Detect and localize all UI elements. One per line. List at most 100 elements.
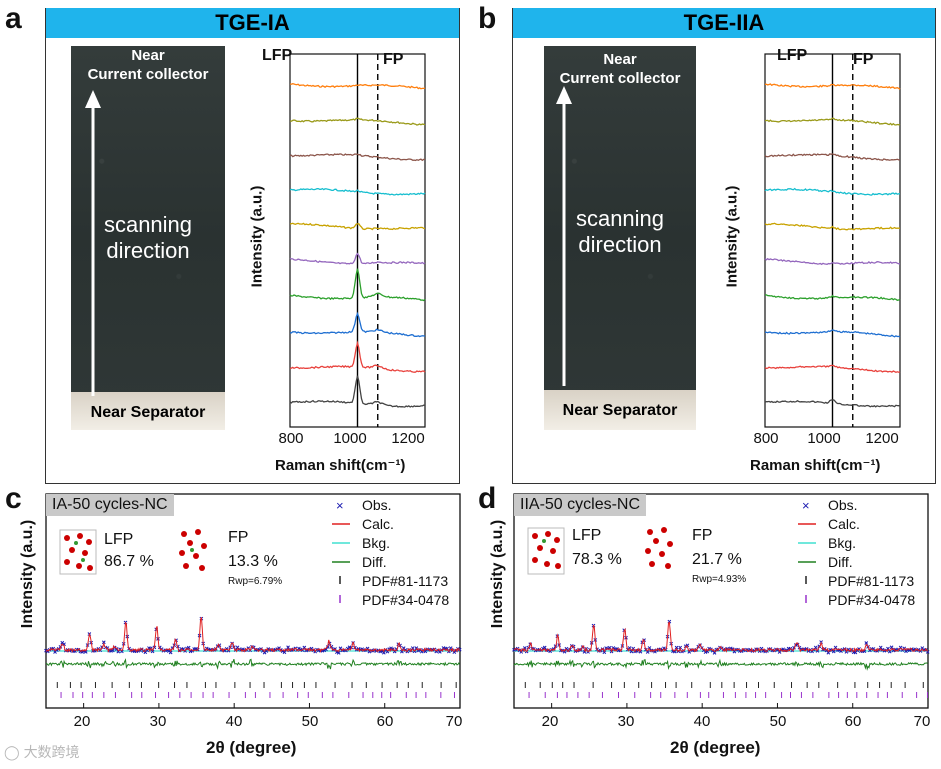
- raman-series-line: [289, 375, 425, 408]
- watermark: ◯ 大数跨境: [4, 742, 80, 762]
- near-separator-label: Near Separator: [90, 404, 206, 421]
- svg-text:×: ×: [802, 498, 810, 513]
- panel-a-title: TGE-IA: [46, 8, 459, 38]
- panel-letter-d: d: [478, 482, 497, 515]
- raman-series-line: [289, 153, 426, 162]
- raman-a-ylabel: Intensity (a.u.): [248, 185, 266, 288]
- panel-letter-a: a: [5, 2, 22, 35]
- xrd-c-legend-markers: ×: [332, 498, 350, 603]
- xrd-c-fp-pct: 13.3 %: [228, 553, 278, 570]
- xrd-d-legend-bkg: Bkg.: [828, 535, 857, 551]
- fp-crystal-icon-c: [179, 529, 207, 571]
- xrd-c-xlabel: 2θ (degree): [206, 738, 297, 757]
- calc-line: [45, 617, 461, 653]
- xrd-c-ylabel: Intensity (a.u.): [19, 519, 36, 629]
- scan-arrow-icon: [85, 90, 101, 396]
- raman-b-ylabel: Intensity (a.u.): [723, 185, 741, 288]
- xrd-c-fp-label: FP: [228, 529, 249, 546]
- xrd-d-legend-diff: Diff.: [828, 554, 853, 570]
- xrd-d-legend-pdf1: PDF#81-1173: [828, 573, 915, 589]
- raman-series-line: [764, 257, 901, 266]
- xrd-d-tick-70: 70: [913, 713, 931, 730]
- xrd-c-tick-60: 60: [376, 713, 394, 730]
- xrd-d-ylabel: Intensity (a.u.): [489, 519, 506, 629]
- xrd-d-fp-label: FP: [692, 527, 713, 544]
- xrd-c-legend-diff: Diff.: [362, 554, 387, 570]
- xrd-d-lfp-label: LFP: [572, 527, 602, 544]
- raman-series-line: [764, 399, 901, 408]
- raman-a-xlabel: Raman shift(cm⁻¹): [275, 457, 406, 474]
- xrd-d-lfp-pct: 78.3 %: [572, 551, 622, 568]
- obs-points: [512, 619, 930, 655]
- watermark-text: 大数跨境: [23, 744, 80, 760]
- near-current-collector-label-b: Near Current collector: [559, 51, 681, 87]
- xrd-c-tick-50: 50: [301, 713, 319, 730]
- raman-series-line: [289, 222, 426, 231]
- xrd-c-tick-30: 30: [149, 713, 167, 730]
- lfp-region-label-a: LFP: [262, 47, 293, 64]
- near-current-collector-label: Near Current collector: [87, 47, 209, 83]
- raman-series-line: [764, 153, 901, 162]
- raman-series-line: [765, 294, 901, 301]
- panel-a-photo: Near Current collector scanning directio…: [71, 46, 225, 430]
- xrd-c-legend-bkg: Bkg.: [362, 535, 391, 551]
- xrd-d-fp-pct: 21.7 %: [692, 551, 742, 568]
- fp-crystal-icon-d: [645, 527, 673, 569]
- raman-b-tick-1200: 1200: [865, 430, 899, 447]
- near-separator-label-b: Near Separator: [562, 402, 678, 419]
- raman-series-line: [289, 311, 426, 338]
- raman-a-tick-1200: 1200: [391, 430, 425, 447]
- panel-letter-b: b: [478, 2, 497, 35]
- raman-b-tick-800: 800: [753, 430, 779, 447]
- xrd-c-tick-70: 70: [445, 713, 463, 730]
- xrd-d-sample-label: IIA-50 cycles-NC: [514, 494, 647, 516]
- raman-a-tick-800: 800: [278, 430, 304, 447]
- diff-line: [513, 658, 928, 671]
- xrd-c-lfp-label: LFP: [104, 531, 134, 548]
- calc-line: [514, 621, 929, 653]
- scanning-direction-label: scanning direction: [103, 212, 193, 263]
- fp-region-label-a: FP: [383, 51, 404, 68]
- xrd-d-legend-obs: Obs.: [828, 497, 858, 513]
- raman-series-line: [289, 83, 426, 90]
- plot-frame: [513, 493, 929, 709]
- raman-series-line: [289, 340, 426, 373]
- xrd-chart-d: [512, 493, 930, 709]
- xrd-c-legend-pdf2: PDF#34-0478: [362, 592, 450, 608]
- xrd-d-legend-markers: ×: [798, 498, 816, 603]
- raman-series-line: [289, 252, 426, 265]
- xrd-d-tick-60: 60: [844, 713, 862, 730]
- xrd-c-legend-pdf1: PDF#81-1173: [362, 573, 449, 589]
- xrd-c-lfp-pct: 86.7 %: [104, 553, 154, 570]
- watermark-logo-icon: ◯: [4, 744, 20, 760]
- xrd-d-legend-pdf2: PDF#34-0478: [828, 592, 916, 608]
- raman-series-line: [765, 83, 901, 90]
- scanning-direction-label-b: scanning direction: [575, 206, 665, 257]
- xrd-d-tick-20: 20: [541, 713, 559, 730]
- xrd-d-tick-30: 30: [617, 713, 635, 730]
- raman-b-xlabel: Raman shift(cm⁻¹): [750, 457, 881, 474]
- panel-b-photo: Near Current collector scanning directio…: [544, 46, 696, 430]
- xrd-d-legend-calc: Calc.: [828, 516, 860, 532]
- xrd-c-tick-20: 20: [73, 713, 91, 730]
- lfp-crystal-icon-c: [59, 529, 97, 575]
- panel-letter-c: c: [5, 482, 22, 515]
- raman-a-tick-1000: 1000: [333, 430, 367, 447]
- xrd-c-sample-label: IA-50 cycles-NC: [46, 494, 174, 516]
- lfp-crystal-icon-d: [527, 527, 565, 575]
- xrd-c-tick-40: 40: [225, 713, 243, 730]
- raman-series-line: [764, 117, 901, 126]
- scan-arrow-icon-b: [556, 86, 572, 386]
- raman-chart-a: [289, 53, 426, 428]
- raman-series-line: [764, 364, 901, 374]
- plot-frame: [45, 493, 461, 709]
- raman-chart-b: [764, 53, 901, 428]
- xrd-c-legend-calc: Calc.: [362, 516, 394, 532]
- xrd-c-legend-obs: Obs.: [362, 497, 392, 513]
- raman-series-line: [289, 268, 426, 302]
- xrd-d-tick-50: 50: [769, 713, 787, 730]
- raman-series-line: [289, 187, 426, 196]
- raman-series-line: [764, 222, 901, 231]
- raman-series-line: [765, 329, 901, 338]
- diff-line: [45, 658, 461, 671]
